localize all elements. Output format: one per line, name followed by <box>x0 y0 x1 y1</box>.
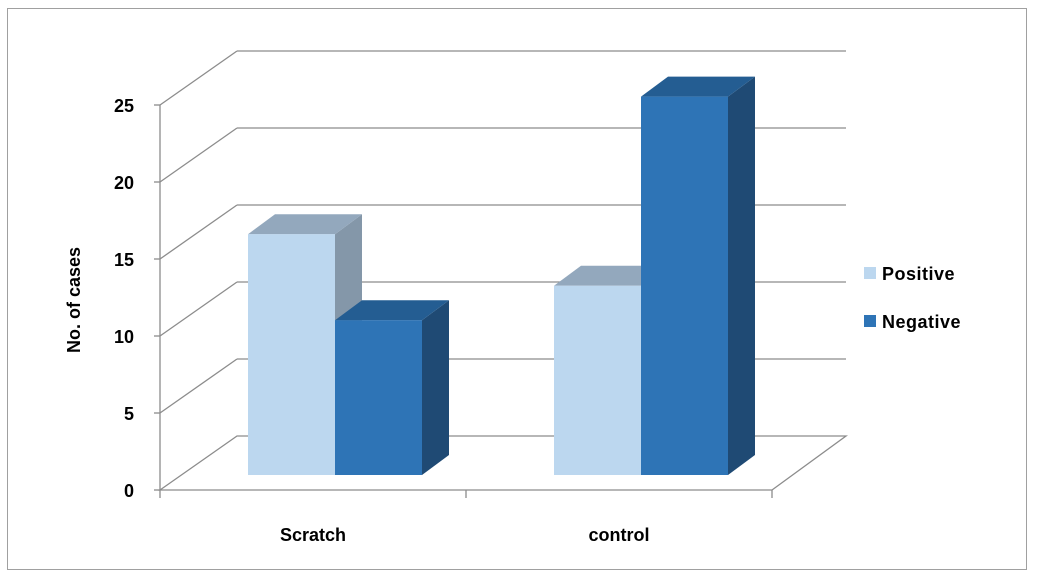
bar-side-face <box>728 76 755 475</box>
y-tick-labels: 0 5 10 15 20 25 <box>114 96 160 501</box>
y-axis-title: No. of cases <box>64 247 84 353</box>
bar-top-face <box>248 214 362 235</box>
bar-side-face <box>422 300 449 475</box>
bar-negative-scratch <box>335 300 449 475</box>
y-tick-label: 10 <box>114 327 134 347</box>
chart-frame <box>7 8 1027 570</box>
bar-top-face <box>554 265 668 286</box>
legend: Positive Negative <box>864 264 961 332</box>
legend-swatch <box>864 315 876 327</box>
y-tick-label: 25 <box>114 96 134 116</box>
legend-label: Negative <box>882 312 961 332</box>
x-category-label: Scratch <box>280 525 346 545</box>
bar-negative-control <box>641 76 755 475</box>
bar-front-face <box>554 285 641 475</box>
legend-label: Positive <box>882 264 955 284</box>
x-category-label: control <box>589 525 650 545</box>
bar-top-face <box>641 76 755 97</box>
legend-item: Positive <box>864 264 955 284</box>
gridline-diagonal <box>159 127 238 183</box>
y-tick-label: 5 <box>124 404 134 424</box>
gridline-diagonal <box>159 50 238 106</box>
bar-front-face <box>335 320 422 475</box>
bar-front-face <box>641 96 728 475</box>
y-tick-label: 15 <box>114 250 134 270</box>
gridline-diagonal <box>159 204 238 260</box>
floor-plane <box>157 435 848 491</box>
gridline-diagonal <box>159 358 238 414</box>
y-tick-label: 0 <box>124 481 134 501</box>
legend-swatch <box>864 267 876 279</box>
bar-top-face <box>335 300 449 321</box>
bar-positive-scratch <box>248 214 362 475</box>
x-category-labels: Scratch control <box>280 525 650 545</box>
y-tick-label: 20 <box>114 173 134 193</box>
gridline-diagonal <box>159 281 238 337</box>
chart-floor <box>157 105 848 498</box>
legend-item: Negative <box>864 312 961 332</box>
bars <box>248 76 755 475</box>
bar-front-face <box>248 234 335 475</box>
